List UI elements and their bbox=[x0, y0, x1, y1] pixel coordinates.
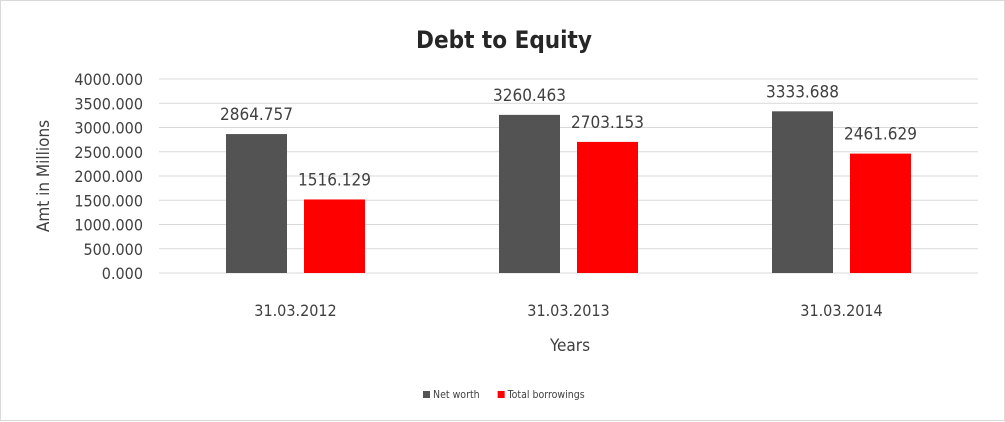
bar-total-borrowings bbox=[577, 141, 638, 273]
bar-total-borrowings bbox=[850, 153, 911, 273]
y-tick-label: 2000.000 bbox=[74, 167, 143, 186]
bar-net-worth bbox=[499, 114, 560, 273]
y-tick-label: 2500.000 bbox=[74, 143, 143, 162]
y-tick-label: 500.000 bbox=[83, 240, 143, 259]
y-tick-label: 1000.000 bbox=[74, 216, 143, 235]
bar-net-worth bbox=[772, 111, 833, 273]
y-tick-label: 3500.000 bbox=[74, 94, 143, 113]
legend-label: Net worth bbox=[433, 389, 480, 401]
y-tick-label: 4000.000 bbox=[74, 70, 143, 89]
data-label: 3260.463 bbox=[493, 86, 566, 106]
bar-total-borrowings bbox=[304, 199, 365, 273]
data-label: 2461.629 bbox=[844, 125, 917, 145]
data-label: 2864.757 bbox=[220, 105, 293, 125]
y-tick-label: 3000.000 bbox=[74, 119, 143, 138]
x-tick-label: 31.03.2012 bbox=[254, 301, 336, 320]
legend-swatch bbox=[423, 391, 430, 398]
bar-net-worth bbox=[226, 134, 287, 273]
data-label: 2703.153 bbox=[571, 113, 644, 133]
data-label: 3333.688 bbox=[766, 82, 839, 102]
y-tick-label: 0.000 bbox=[102, 264, 143, 283]
x-axis-label: Years bbox=[549, 336, 590, 356]
legend-swatch bbox=[497, 391, 505, 398]
legend-label: Total borrowings bbox=[507, 389, 585, 401]
x-tick-label: 31.03.2014 bbox=[800, 301, 882, 320]
y-axis-label: Amt in Millions bbox=[34, 120, 54, 232]
y-tick-label: 1500.000 bbox=[74, 191, 143, 210]
data-label: 1516.129 bbox=[298, 170, 371, 190]
x-tick-label: 31.03.2013 bbox=[527, 301, 609, 320]
chart-title: Debt to Equity bbox=[416, 26, 592, 54]
